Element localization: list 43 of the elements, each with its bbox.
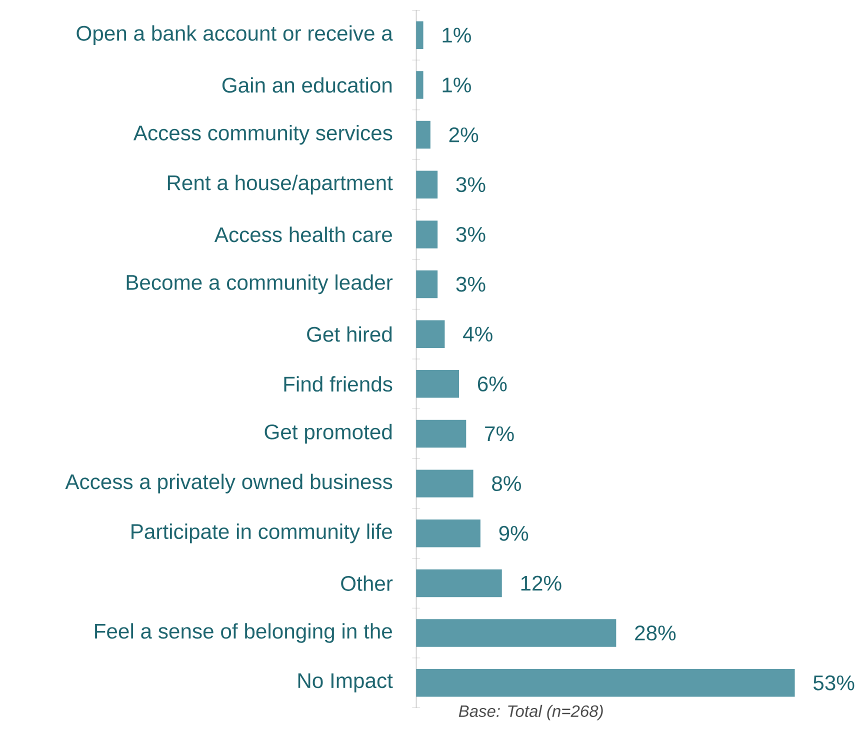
data-label: 3% <box>456 177 486 192</box>
y-tick-label: Access community services <box>133 124 392 145</box>
data-label: 7% <box>485 426 514 442</box>
y-tick-label: Rent a house/apartment <box>168 174 393 194</box>
data-label: 9% <box>499 526 528 541</box>
annotation: Base: Total (n=268) <box>458 704 603 720</box>
y-tick-label: No Impact <box>298 673 393 692</box>
bar <box>416 420 466 448</box>
y-tick-label: Access a privately owned business <box>65 474 392 494</box>
data-label: 1% <box>442 77 471 92</box>
data-label: 3% <box>456 226 486 242</box>
bar <box>416 21 424 49</box>
y-tick-label: Get hired <box>307 326 392 342</box>
y-tick-label: Become a community leader <box>126 274 393 294</box>
data-label: 2% <box>449 127 478 142</box>
y-tick-label: Access health care <box>214 226 392 242</box>
y-tick-label: Other <box>341 575 393 591</box>
data-label: 12% <box>521 576 562 591</box>
data-label: 4% <box>463 326 492 342</box>
y-tick-label: Feel a sense of belonging in the <box>95 623 392 643</box>
data-label: 53% <box>814 675 854 690</box>
bar <box>416 569 502 597</box>
data-label: 28% <box>635 625 676 640</box>
bar <box>416 270 438 298</box>
data-label: 6% <box>478 376 507 392</box>
y-tick-label: Open a bank account or receive a <box>76 25 393 45</box>
bar <box>416 470 474 498</box>
bar <box>416 220 438 248</box>
bar <box>416 370 460 398</box>
bar <box>416 120 430 149</box>
bar <box>416 320 445 348</box>
y-tick-label: Participate in community life <box>132 523 392 544</box>
bar <box>416 170 438 198</box>
data-label: 8% <box>492 476 521 491</box>
y-tick-label: Find friends <box>284 376 392 392</box>
bar <box>416 70 424 99</box>
y-tick-label: Gain an education <box>222 77 392 93</box>
bar <box>416 668 795 697</box>
bar <box>416 519 480 548</box>
data-label: 1% <box>442 28 471 42</box>
y-tick-label: Get promoted <box>264 424 392 444</box>
bar <box>416 619 616 647</box>
data-label: 3% <box>456 276 486 292</box>
